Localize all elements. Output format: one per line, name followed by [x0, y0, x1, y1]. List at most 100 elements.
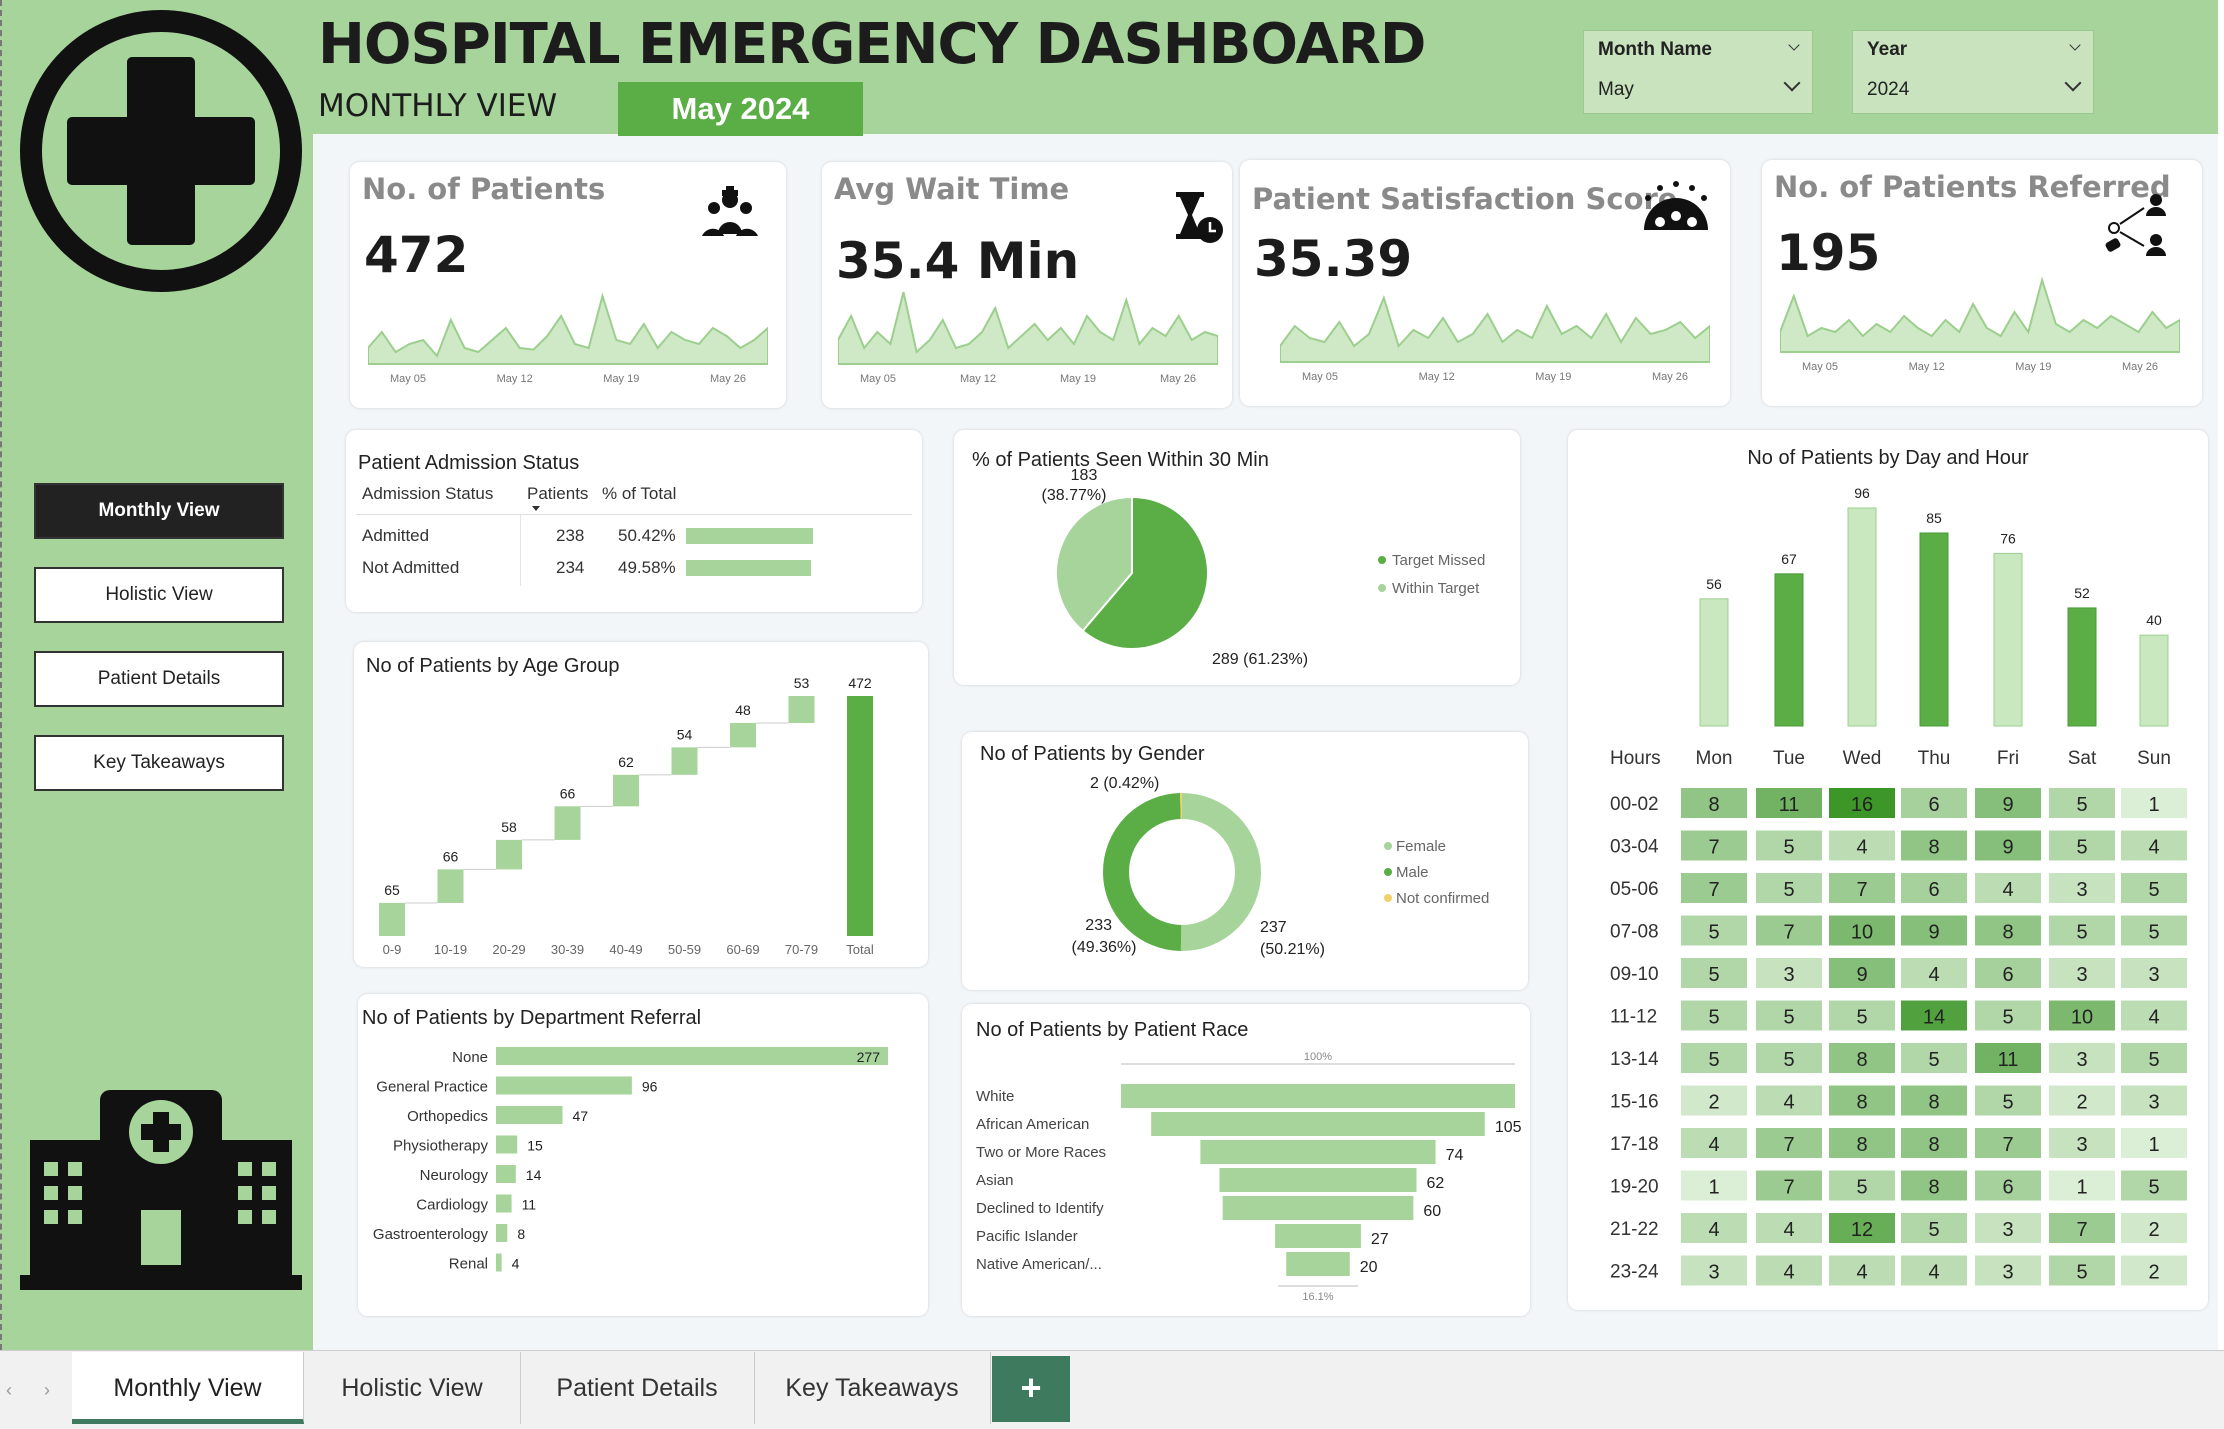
pie-data-label: 183 — [1071, 467, 1098, 484]
heatmap-cell — [1681, 958, 1747, 988]
heatmap-cell-value: 5 — [2148, 1177, 2159, 1199]
data-label: 4 — [512, 1256, 520, 1272]
add-sheet-button[interactable]: + — [992, 1356, 1070, 1422]
pie-data-label: (38.77%) — [1042, 487, 1107, 504]
tick-label: Total — [846, 942, 874, 957]
day-hour-card: No of Patients by Day and Hour 56 67 96 85 76… — [1568, 430, 2208, 1310]
cell-pct: 49.58% — [618, 558, 676, 577]
nav-holistic-view-button[interactable]: Holistic View — [34, 567, 284, 623]
waterfall-bar-20-29 — [496, 839, 522, 870]
sheet-tab-holistic-view[interactable]: Holistic View — [304, 1352, 521, 1424]
month-slicer[interactable]: Month Name May — [1583, 30, 1813, 114]
heatmap-cell — [1829, 1085, 1895, 1116]
heatmap-cell — [1901, 1255, 1967, 1286]
department-card: No of Patients by Department Referral Non… — [358, 994, 928, 1316]
category-label: Asian — [976, 1172, 1014, 1189]
data-label: 48 — [735, 702, 751, 718]
table-row[interactable]: Not Admitted 234 49.58% — [356, 552, 912, 584]
heatmap-cell — [2121, 915, 2187, 946]
scroll-right-icon[interactable]: › — [44, 1380, 50, 1400]
heatmap-cell-value: 5 — [2076, 922, 2087, 944]
sheet-tab-monthly-view[interactable]: Monthly View — [72, 1352, 304, 1424]
heatmap-cell-value: 5 — [2076, 1262, 2087, 1284]
seen-within-30-pie-chart: % of Patients Seen Within 30 Min 289 (61.… — [972, 449, 1485, 668]
tick-label: 10-19 — [434, 942, 467, 957]
heatmap-cell-value: 12 — [1851, 1219, 1873, 1241]
heatmap-cell-value: 8 — [1856, 1134, 1867, 1156]
year-slicer[interactable]: Year 2024 — [1852, 30, 2094, 114]
heatmap-cell-value: 5 — [1783, 837, 1794, 859]
heatmap-cell — [2121, 830, 2187, 861]
data-label: 74 — [1446, 1147, 1464, 1164]
kpi-title: No. of Patients — [362, 172, 606, 206]
data-label: 96 — [1854, 485, 1870, 501]
day-bar-mon — [1699, 598, 1729, 727]
heatmap-cell — [2121, 1000, 2187, 1031]
data-label: 15 — [527, 1138, 543, 1154]
funnel-bar-pacific-islander — [1275, 1224, 1361, 1248]
heatmap-cell — [1681, 830, 1747, 861]
cell-status: Not Admitted — [362, 558, 460, 577]
heatmap-cell — [1829, 1128, 1895, 1158]
waterfall-bar-70-79 — [788, 696, 815, 723]
heatmap-cell-value: 8 — [1856, 1092, 1867, 1114]
heatmap-cell-value: 11 — [1998, 1049, 2019, 1071]
chart-title: No of Patients by Age Group — [366, 655, 620, 677]
sparkline-tick-label: May 12 — [1909, 361, 1945, 373]
chevron-down-icon[interactable] — [1783, 74, 1801, 92]
heatmap-row-label: 03-04 — [1610, 837, 1659, 858]
data-label: 47 — [573, 1108, 589, 1124]
heatmap-cell — [1756, 873, 1822, 903]
nav-key-takeaways-button[interactable]: Key Takeaways — [34, 735, 284, 791]
race-funnel-chart: No of Patients by Patient Race 100% White A… — [976, 1019, 1522, 1303]
heatmap-cell — [2049, 1128, 2115, 1158]
rating-stars-icon — [1644, 181, 1708, 230]
age-group-card: No of Patients by Age Group 65 0-9 66 10-19 5… — [354, 642, 928, 967]
nav-patient-details-button[interactable]: Patient Details — [34, 651, 284, 707]
hourglass-clock-icon — [1176, 192, 1223, 243]
bar-cardiology — [496, 1194, 512, 1213]
current-period-badge: May 2024 — [618, 82, 863, 136]
heatmap-cell-value: 2 — [2148, 1262, 2159, 1284]
heatmap-cell — [1829, 1000, 1895, 1031]
funnel-bar-asian — [1219, 1168, 1417, 1192]
cell-pct: 50.42% — [618, 526, 676, 545]
donut-slice-male — [1103, 793, 1261, 951]
pct-bar — [686, 560, 811, 576]
chevron-down-icon[interactable] — [2064, 74, 2082, 92]
sparkline-tick-label: May 26 — [2122, 361, 2158, 373]
sort-desc-icon[interactable] — [532, 506, 540, 511]
bar-orthopedics — [496, 1106, 563, 1124]
tick-label: 20-29 — [492, 942, 525, 957]
kpi-value: 472 — [364, 226, 469, 284]
legend-label: Female — [1396, 838, 1446, 855]
heatmap-cell-value: 7 — [1783, 1134, 1794, 1156]
tick-label: 50-59 — [668, 942, 701, 957]
bar-physiotherapy — [496, 1135, 518, 1154]
heatmap-cell-value: 5 — [1708, 1007, 1719, 1029]
legend-marker — [1384, 842, 1392, 850]
scroll-left-icon[interactable]: ‹ — [6, 1380, 12, 1400]
heatmap-cell — [1901, 873, 1967, 903]
data-label: 105 — [1495, 1119, 1522, 1136]
kpi-title: Patient Satisfaction Score — [1252, 182, 1678, 216]
nav-monthly-view-button[interactable]: Monthly View — [34, 483, 284, 539]
table-row[interactable]: Admitted 238 50.42% — [356, 520, 912, 552]
heatmap-cell-value: 5 — [2002, 1007, 2013, 1029]
sheet-tab-patient-details[interactable]: Patient Details — [520, 1352, 755, 1424]
heatmap-cell — [1756, 830, 1822, 861]
hospital-building-icon — [20, 1090, 302, 1290]
heatmap-cell — [1756, 1170, 1822, 1201]
sheet-tab-key-takeaways[interactable]: Key Takeaways — [754, 1352, 991, 1424]
heatmap-cell — [1681, 1043, 1747, 1073]
referral-network-icon — [2105, 194, 2166, 256]
legend-marker — [1378, 584, 1386, 592]
donut-data-label: 233 — [1085, 917, 1112, 934]
heatmap-cell-value: 7 — [1856, 879, 1867, 901]
heatmap-cell — [1756, 1128, 1822, 1158]
bar-renal — [496, 1253, 502, 1272]
pct-bar — [686, 528, 813, 544]
medical-cross-logo-icon — [20, 10, 302, 292]
kpi-card-satisfaction: Patient Satisfaction Score 35.39 May 05 M… — [1240, 160, 1730, 406]
heatmap-cell-value: 9 — [2002, 837, 2013, 859]
